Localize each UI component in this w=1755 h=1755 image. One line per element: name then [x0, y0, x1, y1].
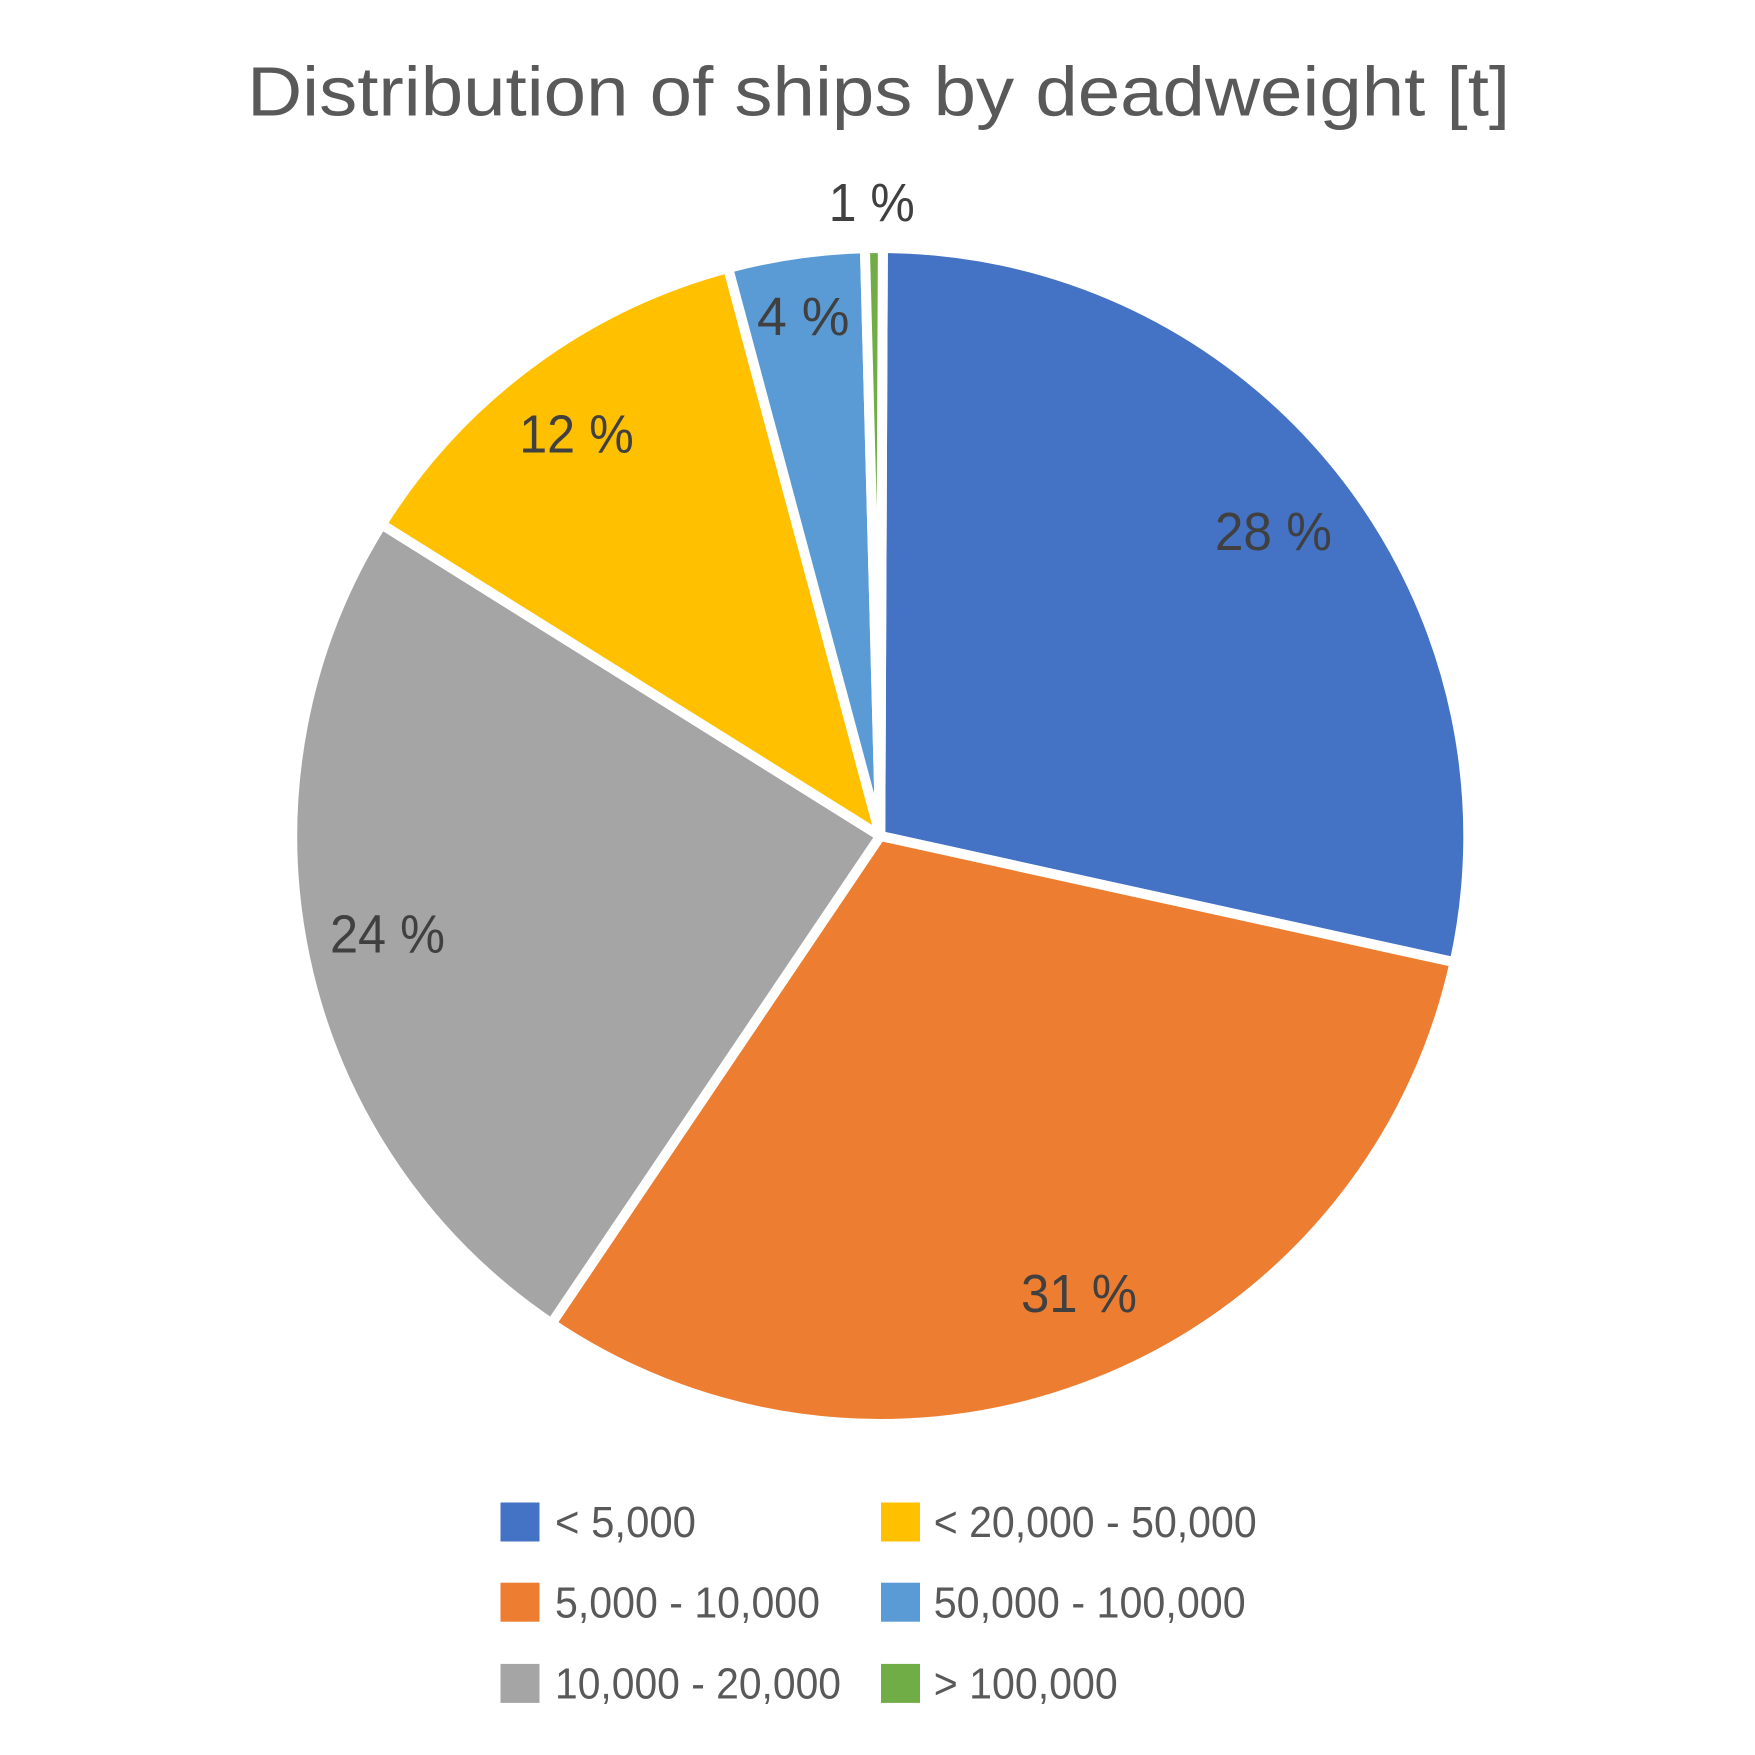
svg-text:< 5,000: < 5,000 [555, 1499, 696, 1547]
svg-text:1 %: 1 % [829, 173, 915, 233]
svg-text:5,000 - 10,000: 5,000 - 10,000 [555, 1579, 820, 1627]
svg-text:10,000 - 20,000: 10,000 - 20,000 [555, 1661, 841, 1709]
svg-text:24 %: 24 % [330, 905, 445, 965]
svg-text:< 20,000 - 50,000: < 20,000 - 50,000 [934, 1499, 1257, 1547]
svg-text:Distribution of ships by deadw: Distribution of ships by deadweight [t] [247, 53, 1510, 131]
svg-text:> 100,000: > 100,000 [934, 1661, 1118, 1709]
svg-text:4 %: 4 % [757, 287, 850, 347]
svg-text:50,000 - 100,000: 50,000 - 100,000 [934, 1579, 1246, 1627]
svg-text:12 %: 12 % [519, 405, 634, 465]
svg-text:28 %: 28 % [1215, 502, 1332, 562]
svg-text:31 %: 31 % [1021, 1264, 1137, 1324]
